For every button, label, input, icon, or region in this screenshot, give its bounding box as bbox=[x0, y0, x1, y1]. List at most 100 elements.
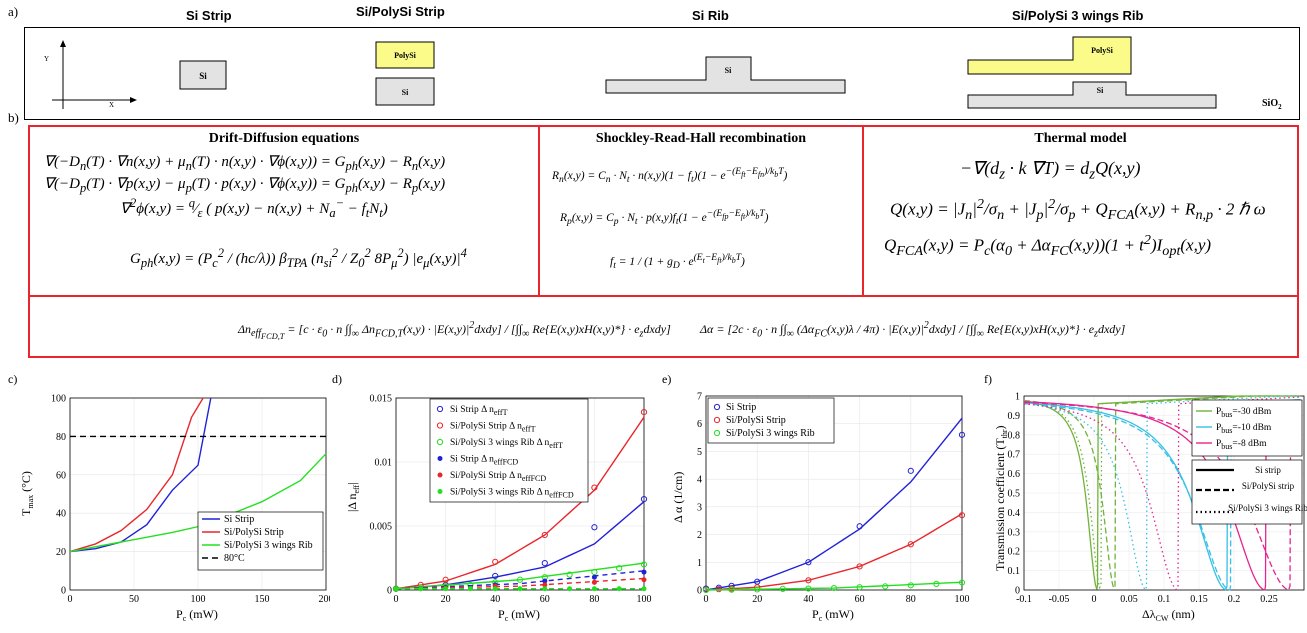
chart-f-ytick-label: 0.9 bbox=[1008, 411, 1021, 422]
chart-d-data-point bbox=[443, 586, 449, 592]
chart-e-axes-frame bbox=[705, 395, 963, 591]
eq-q: Q(x,y) = |Jn|2/σn + |Jp|2/σp + QFCA(x,y)… bbox=[890, 196, 1266, 224]
chart-e-ytick-label: 1 bbox=[697, 558, 702, 569]
chart-e-ytick-label: 7 bbox=[697, 392, 702, 403]
chart-d-fit-line bbox=[395, 416, 645, 590]
chart-c-panel-letter: c) bbox=[8, 372, 17, 386]
chart-d-data-point bbox=[517, 586, 523, 592]
panel-b-letter: b) bbox=[8, 110, 19, 125]
si-rib-label: Si bbox=[725, 66, 732, 75]
chart-f-xlabel: ΔλCW (nm) bbox=[1142, 607, 1195, 623]
chart-e-data-point bbox=[805, 577, 812, 584]
chart-d-data-point bbox=[591, 574, 597, 580]
chart-f-power-legend bbox=[1191, 399, 1303, 457]
drift-diffusion-title: Drift-Diffusion equations bbox=[208, 131, 360, 146]
chart-c-ytick-label: 100 bbox=[51, 394, 66, 405]
srh-title: Shockley-Read-Hall recombination bbox=[595, 131, 807, 146]
chart-e-data-point bbox=[805, 559, 812, 566]
chart-e-data-point bbox=[958, 579, 966, 586]
chart-d-data-point bbox=[516, 576, 524, 583]
chart-f-xtick-label: 0 bbox=[1092, 594, 1097, 605]
chart-c-ytick-label: 60 bbox=[56, 470, 66, 481]
chart-d-data-point bbox=[616, 565, 623, 572]
chart-d-data-point bbox=[591, 586, 597, 592]
chart-d-data-point bbox=[640, 561, 648, 568]
chart-d-xtick-label: 20 bbox=[441, 594, 451, 605]
chart-f-dip-curve bbox=[1023, 395, 1301, 590]
chart-f-ytick-label: 0 bbox=[1015, 586, 1020, 597]
chart-f-style-label: Si/PolySi 3 wings Rib bbox=[1228, 503, 1307, 513]
chart-d-xtick-label: 80 bbox=[589, 594, 599, 605]
chart-e-ytick-label: 2 bbox=[697, 530, 702, 541]
polysi-wing-label: PolySi bbox=[1091, 46, 1114, 55]
chart-d-data-point bbox=[467, 586, 473, 592]
equations-box-bottom bbox=[28, 295, 1299, 358]
chart-d-data-point bbox=[591, 524, 598, 531]
chart-c-legend bbox=[197, 511, 324, 571]
chart-c-ylabel: Tmax (°C) bbox=[19, 471, 35, 516]
chart-d-ylabel: |Δ neff| bbox=[345, 482, 361, 512]
eq-srh-rp: Rp(x,y) = Cp · Nt · p(x,y)ft(1 − e−(Efp−… bbox=[560, 208, 769, 228]
chart-e-fit-line bbox=[705, 417, 963, 591]
chart-d-legend-marker bbox=[436, 438, 444, 446]
chart-d-legend-marker bbox=[436, 405, 444, 413]
chart-f-power-label: Pbus=-8 dBm bbox=[1216, 439, 1267, 451]
panel-a-drawing: Y X Si PolySi Si Si PolySi Si SiO2 bbox=[44, 36, 1282, 111]
chart-e-legend-marker bbox=[713, 403, 721, 411]
chart-c-xlabel: Pc (mW) bbox=[176, 607, 218, 623]
chart-d-panel-letter: d) bbox=[332, 372, 342, 386]
chart-c-ytick-label: 40 bbox=[56, 509, 66, 520]
chart-d-data-point bbox=[641, 586, 647, 592]
chart-d-legend-marker bbox=[437, 456, 443, 461]
chart-e-xtick-label: 0 bbox=[704, 594, 709, 605]
chart-f-style-label: Si/PolySi strip bbox=[1242, 481, 1295, 491]
sio2-label: SiO2 bbox=[1262, 98, 1282, 111]
chart-d-data-point bbox=[492, 586, 498, 592]
chart-d-data-point bbox=[616, 586, 622, 592]
chart-e-legend-marker bbox=[713, 429, 721, 437]
chart-e-data-point bbox=[856, 523, 863, 530]
chart-e-data-point bbox=[779, 585, 786, 592]
chart-c-xtick-label: 100 bbox=[191, 594, 206, 605]
chart-f: f) -0.1 -0.05 0 0.05 0.1 0.15 0.2 0.25 0 0.1 0.2 0.3… bbox=[984, 372, 1307, 623]
chart-e-legend bbox=[707, 397, 835, 444]
chart-e-fit-line bbox=[705, 581, 963, 591]
axis-x-label: X bbox=[109, 101, 114, 109]
chart-f-ytick-label: 1 bbox=[1015, 392, 1020, 403]
chart-e-xtick-label: 40 bbox=[803, 594, 813, 605]
eq-drift-p: ∇(−Dp(T) · ∇p(x,y) − μp(T) · p(x,y) · ∇ϕ… bbox=[44, 176, 446, 195]
chart-d-data-point bbox=[393, 586, 399, 592]
chart-e-data-point bbox=[958, 512, 966, 519]
chart-d-fit-line bbox=[395, 562, 645, 590]
title-si-polysi-3wings-rib: Si/PolySi 3 wings Rib bbox=[1012, 8, 1144, 23]
chart-e-data-point bbox=[856, 563, 863, 570]
eq-alpha: Δα = [2c · ε0 · n ∫∫∞ (ΔαFC(x,y)λ / 4π) … bbox=[700, 320, 1126, 340]
chart-f-xtick-label: -0.05 bbox=[1049, 594, 1070, 605]
chart-d-data-point bbox=[641, 577, 647, 583]
chart-d-data-point bbox=[541, 560, 548, 567]
chart-e-ylabel: Δ α (1/cm) bbox=[671, 472, 685, 523]
chart-f-ylabel: Transmission coefficient (Tthr) bbox=[993, 425, 1009, 571]
chart-f-ytick-label: 0.1 bbox=[1008, 566, 1021, 577]
eq-heat: −∇(dz · k ∇T) = dzQ(x,y) bbox=[960, 158, 1141, 183]
chart-f-ytick-label: 0.8 bbox=[1008, 430, 1021, 441]
chart-f-xtick-label: -0.1 bbox=[1016, 594, 1032, 605]
title-si-polysi-strip: Si/PolySi Strip bbox=[356, 4, 445, 19]
chart-d-legend-label: Si/PolySi 3 wings Rib Δ neffT bbox=[450, 438, 563, 450]
chart-e-xtick-label: 20 bbox=[752, 594, 762, 605]
chart-e-legend-marker bbox=[713, 416, 721, 424]
chart-e-data-point bbox=[805, 585, 812, 592]
chart-d-xtick-label: 100 bbox=[637, 594, 652, 605]
chart-d-xtick-label: 40 bbox=[490, 594, 500, 605]
eq-srh-ft: ft = 1 / (1 + gD · e(Et−Eft)/kbT) bbox=[610, 252, 745, 272]
chart-e-data-point bbox=[754, 586, 761, 593]
divider-1 bbox=[538, 125, 540, 297]
chart-d-legend-marker bbox=[437, 472, 443, 478]
chart-d-data-point bbox=[591, 484, 598, 491]
title-si-rib: Si Rib bbox=[692, 8, 729, 23]
panel-a-frame bbox=[24, 27, 1300, 120]
chart-c-legend-label: Si/PolySi Strip bbox=[224, 527, 284, 538]
chart-d-data-point bbox=[591, 568, 598, 576]
chart-c-xtick-label: 150 bbox=[255, 594, 270, 605]
chart-d-xlabel: Pc (mW) bbox=[498, 607, 540, 623]
